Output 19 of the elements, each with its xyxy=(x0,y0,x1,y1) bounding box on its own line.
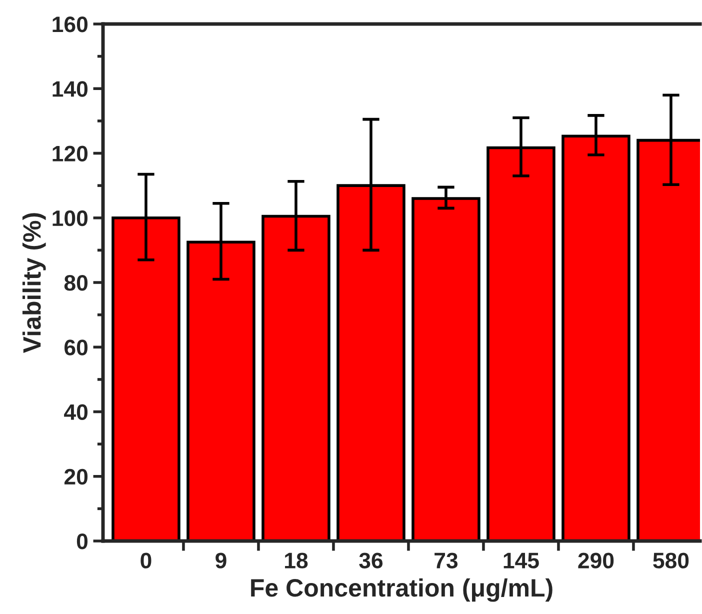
y-tick-label: 0 xyxy=(76,534,88,550)
y-tick-label: 60 xyxy=(64,340,88,356)
x-tick-label: 18 xyxy=(285,552,308,568)
y-tick-label: 80 xyxy=(64,275,88,291)
y-tick-label: 160 xyxy=(52,16,88,32)
y-tick-label: 100 xyxy=(52,210,88,226)
x-tick-label: 73 xyxy=(434,552,458,568)
y-tick-label: 120 xyxy=(52,146,88,162)
x-tick-label: 36 xyxy=(359,552,383,568)
x-tick-label: 0 xyxy=(140,552,152,568)
x-tick-label: 9 xyxy=(216,552,226,568)
x-tick-label: 580 xyxy=(653,552,689,568)
x-axis-title: Fe Concentration (μg/mL) xyxy=(251,578,552,602)
y-tick-label: 140 xyxy=(52,81,88,97)
x-tick-label: 145 xyxy=(504,552,539,568)
x-tick-label: 290 xyxy=(578,552,614,568)
y-tick-label: 20 xyxy=(64,468,88,485)
y-axis-title: Viability (%) xyxy=(22,213,46,353)
y-tick-label: 40 xyxy=(64,404,88,420)
